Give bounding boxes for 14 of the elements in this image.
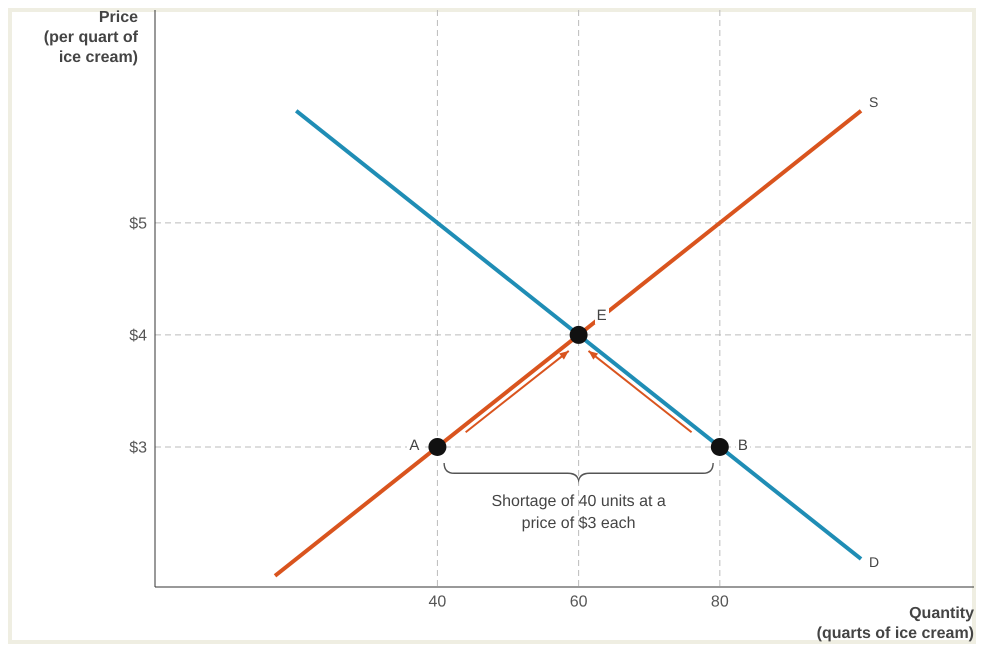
y-tick-label: $5 (129, 216, 148, 233)
series-label: S (869, 94, 878, 110)
x-tick-label: 40 (428, 593, 446, 610)
x-tick-label: 80 (710, 593, 729, 610)
annotation: E (594, 306, 609, 324)
y-tick-label: $4 (129, 328, 148, 345)
y-tick-label: $3 (129, 440, 148, 457)
x-tick-label: 60 (570, 593, 588, 610)
annotation: A (407, 436, 422, 454)
series-label: D (869, 554, 880, 570)
y-axis-title: Price (per quart of ice cream) (44, 8, 138, 68)
annotation: B (736, 436, 750, 454)
x-axis-title: Quantity (quarts of ice cream) (816, 604, 974, 644)
annotation: Shortage of 40 units at a price of $3 each (490, 492, 667, 534)
